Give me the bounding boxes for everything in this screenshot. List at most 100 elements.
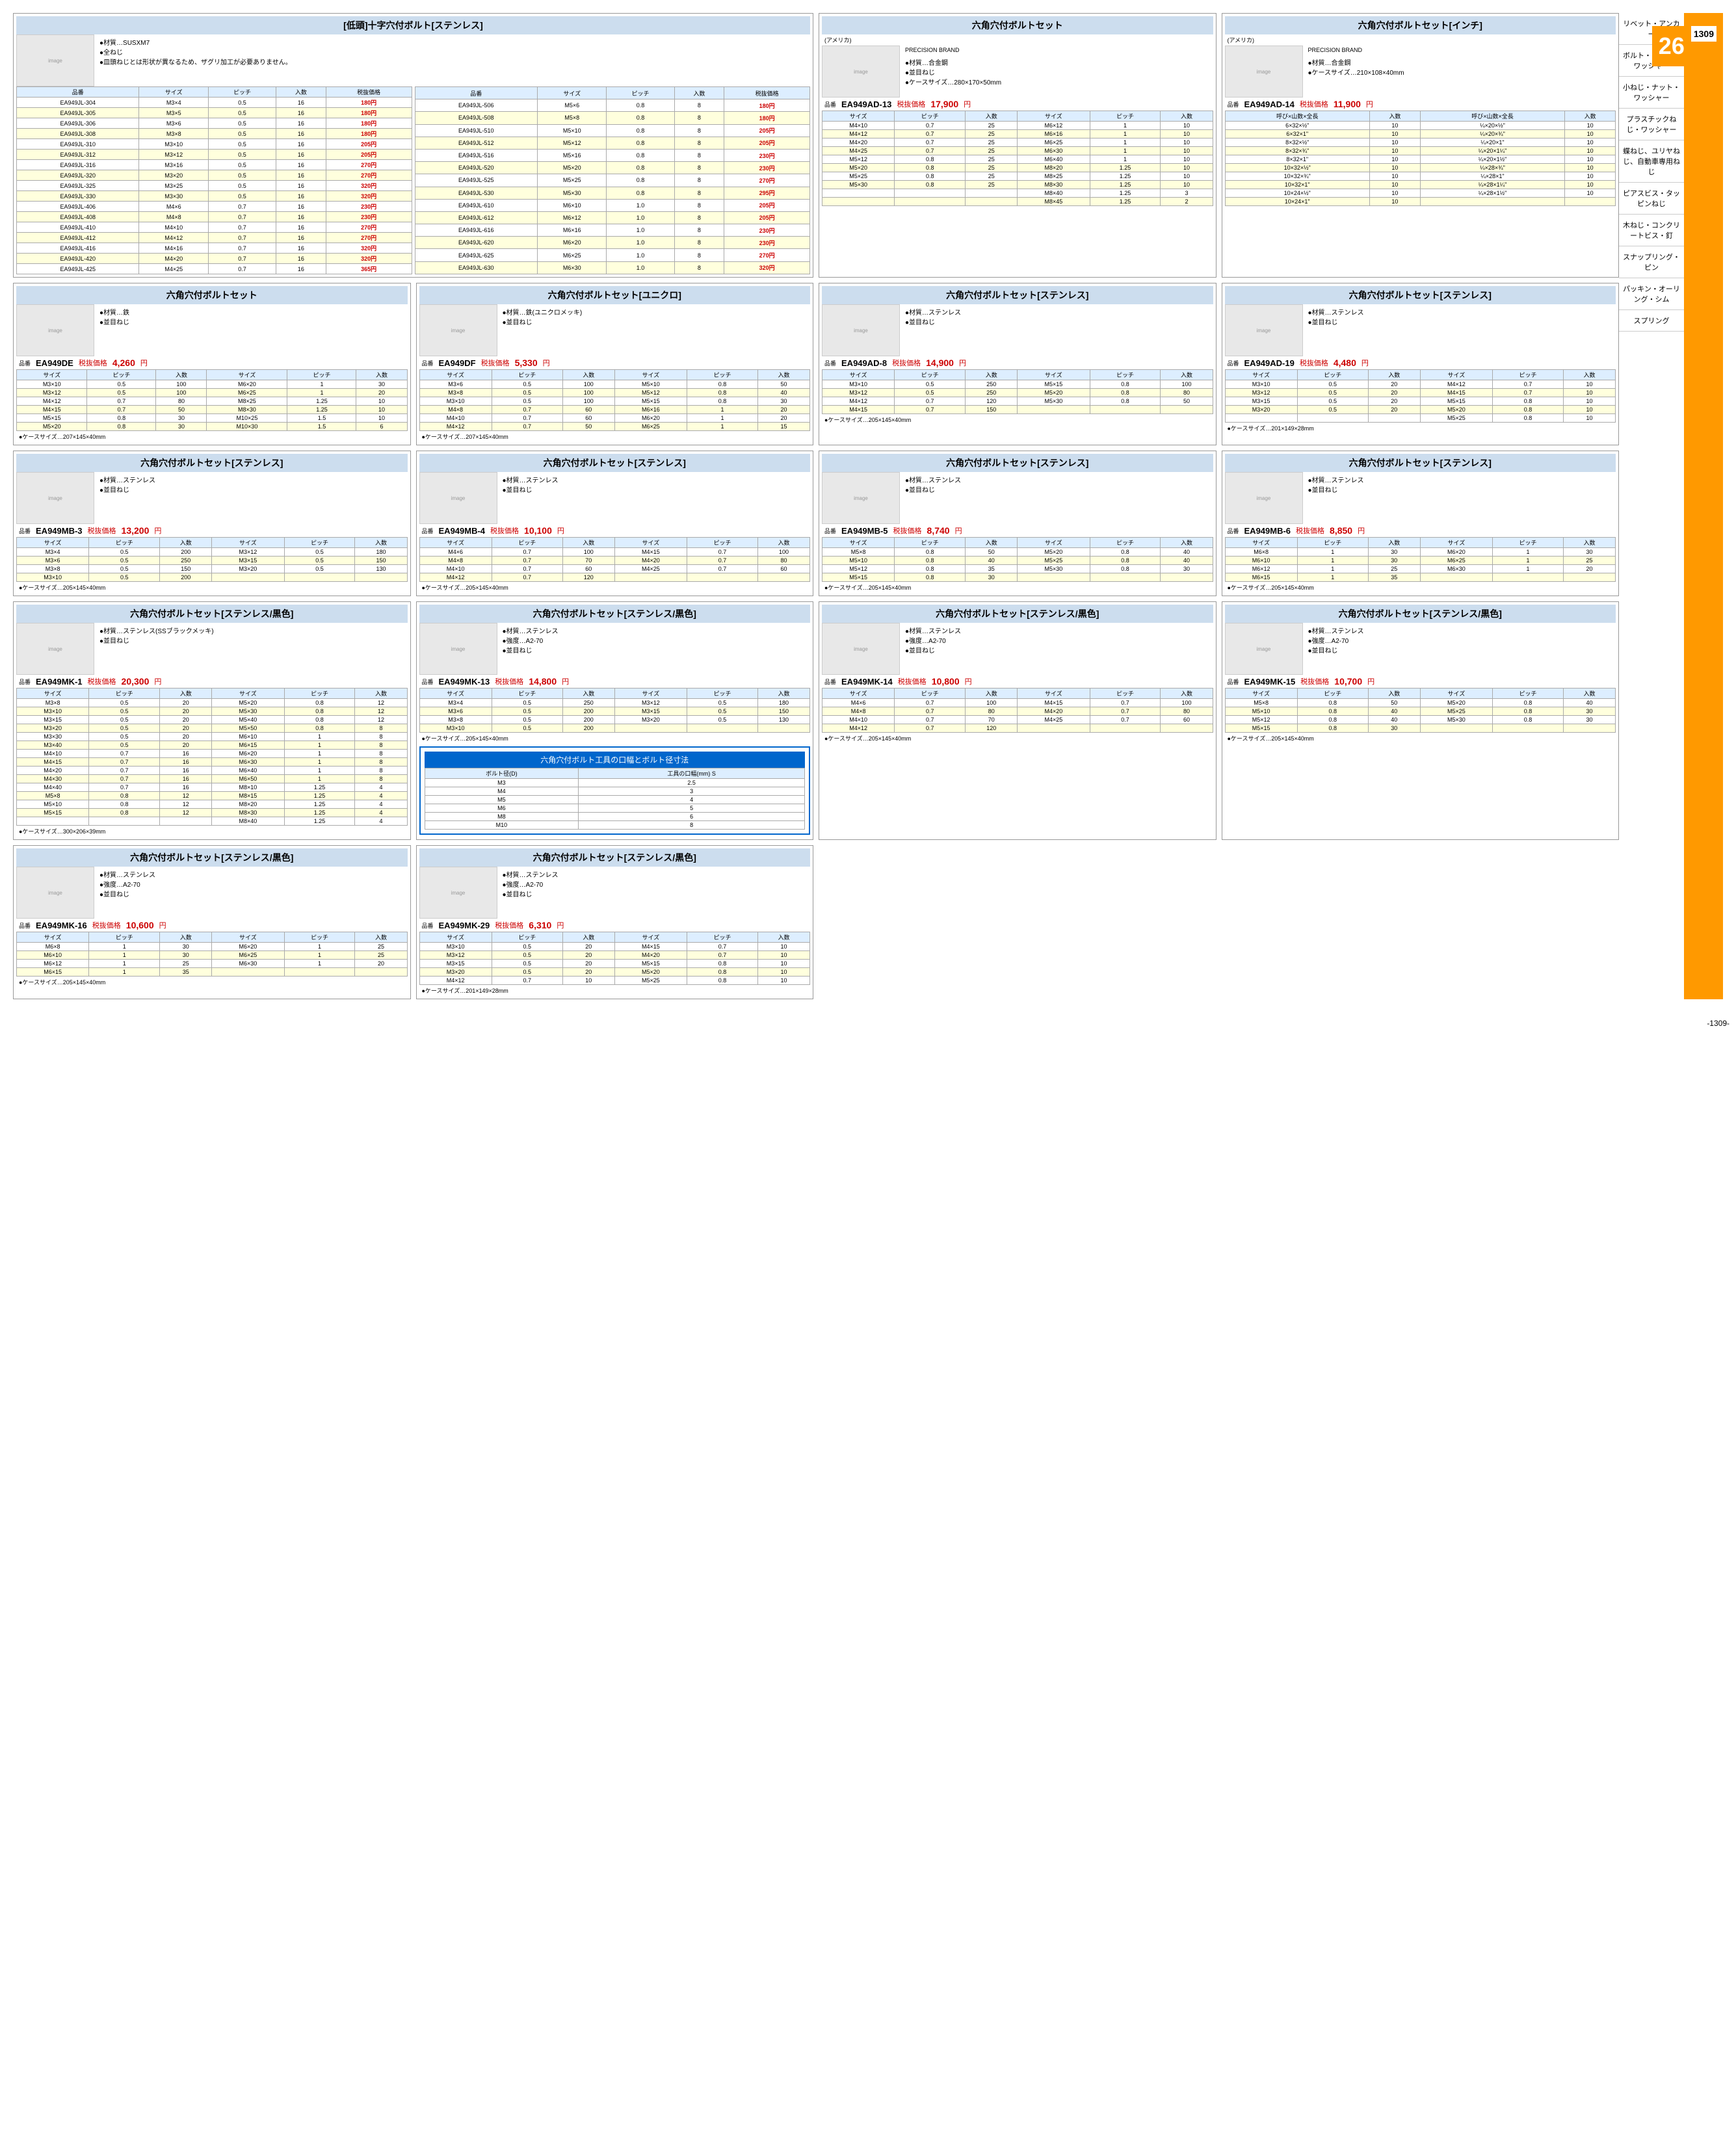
block-EA949MK-15: 六角穴付ボルトセット[ステンレス/黒色] image●材質…ステンレス●強度…A… (1222, 601, 1620, 840)
price-value: 6,310 (529, 920, 551, 930)
block-EA949MB-3: 六角穴付ボルトセット[ステンレス] image●材質…ステンレス●並目ねじ 品番… (13, 451, 411, 596)
price-value: 4,260 (112, 358, 135, 368)
block-title: 六角穴付ボルトセット[ステンレス] (822, 286, 1213, 304)
case-size: ●ケースサイズ…205×145×40mm (1225, 733, 1616, 744)
product-code: EA949MB-3 (36, 526, 83, 536)
price-label: 税抜価格 (495, 920, 523, 930)
block-EA949MK-16: 六角穴付ボルトセット[ステンレス/黒色] image●材質…ステンレス●強度…A… (13, 845, 411, 999)
specs: ●材質…SUSXM7●全ねじ●皿頭ねじとは形状が異なるため、ザグリ加工が必要あり… (97, 34, 295, 69)
product-image: image (822, 472, 900, 524)
price-value: 10,600 (126, 920, 154, 930)
code-label: 品番 (422, 527, 434, 535)
block-EA949MB-5: 六角穴付ボルトセット[ステンレス] image●材質…ステンレス●並目ねじ 品番… (819, 451, 1217, 596)
price-value: 5,330 (515, 358, 538, 368)
spec-table: サイズピッチ入数サイズピッチ入数M3×80.520M5×200.812M3×10… (16, 688, 408, 826)
specs: ●材質…ステンレス●並目ねじ (97, 472, 158, 497)
block-title: 六角穴付ボルトセット (16, 286, 408, 304)
product-code: EA949AD-14 (1244, 99, 1295, 109)
price-value: 4,480 (1334, 358, 1356, 368)
product-code: EA949DE (36, 358, 73, 368)
case-size: ●ケースサイズ…207×145×40mm (419, 431, 811, 442)
product-image: image (419, 472, 497, 524)
price-value: 8,850 (1330, 525, 1352, 536)
price-label: 税抜価格 (898, 676, 927, 687)
code-label: 品番 (19, 677, 31, 686)
price-value: 20,300 (122, 676, 150, 687)
price-label: 税抜価格 (1300, 99, 1328, 109)
price-label: 税抜価格 (490, 525, 519, 536)
price-value: 10,800 (932, 676, 960, 687)
price-value: 14,800 (529, 676, 557, 687)
product-image: image (16, 623, 94, 675)
product-image: image (822, 304, 900, 356)
block-EA949MK-1: 六角穴付ボルトセット[ステンレス/黒色] image●材質…ステンレス(SSブラ… (13, 601, 411, 840)
product-image: image (822, 46, 900, 98)
product-image: image (822, 623, 900, 675)
product-image: image (419, 304, 497, 356)
product-code: EA949AD-19 (1244, 358, 1295, 368)
spec-table: サイズピッチ入数サイズピッチ入数M3×40.5200M3×120.5180M3×… (16, 537, 408, 582)
chapter-title: ボルト、小ねじ、ナット、ワッシャー (1633, 26, 1652, 986)
case-size: ●ケースサイズ…205×145×40mm (419, 733, 811, 744)
block-title: 六角穴付ボルトセット[ステンレス/黒色] (419, 848, 811, 867)
case-size: ●ケースサイズ…205×145×40mm (419, 582, 811, 593)
product-code: EA949AD-8 (841, 358, 887, 368)
product-code: EA949MK-29 (439, 921, 490, 930)
product-image: image (16, 867, 94, 919)
block-title: [低頭]十字穴付ボルト[ステンレス] (16, 16, 810, 34)
code-label: 品番 (824, 677, 836, 686)
spec-table: サイズピッチ入数サイズピッチ入数M5×80.850M5×200.840M5×10… (1225, 688, 1616, 733)
code-label: 品番 (1228, 677, 1239, 686)
spec-table: サイズピッチ入数サイズピッチ入数M3×100.520M4×150.710M3×1… (419, 932, 811, 985)
product-code: EA949MB-5 (841, 526, 888, 536)
block-title: 六角穴付ボルトセット[ステンレス] (419, 454, 811, 472)
case-size: ●ケースサイズ…205×145×40mm (16, 977, 408, 988)
code-label: 品番 (19, 359, 31, 367)
tool-dimension-box: 六角穴付ボルト工具の口幅とボルト径寸法 ボルト径(D)工具の口幅(mm) S M… (419, 746, 811, 835)
block-EA949AD-14: 六角穴付ボルトセット[インチ] (アメリカ) imagePRECISION BR… (1222, 13, 1620, 278)
brand: PRECISION BRAND (902, 46, 1004, 55)
block-EA949MB-4: 六角穴付ボルトセット[ステンレス] image●材質…ステンレス●並目ねじ 品番… (416, 451, 814, 596)
product-code: EA949MK-16 (36, 921, 87, 930)
block-title: 六角穴付ボルトセット[ステンレス] (16, 454, 408, 472)
case-size: ●ケースサイズ…205×145×40mm (822, 733, 1213, 744)
tool-title: 六角穴付ボルト工具の口幅とボルト径寸法 (425, 752, 806, 768)
case-size: ●ケースサイズ…205×145×40mm (1225, 582, 1616, 593)
case-size: ●ケースサイズ…300×206×39mm (16, 826, 408, 837)
price-label: 税抜価格 (92, 920, 121, 930)
product-code: EA949MK-1 (36, 677, 83, 687)
block-EA949MB-6: 六角穴付ボルトセット[ステンレス] image●材質…ステンレス●並目ねじ 品番… (1222, 451, 1620, 596)
specs: ●材質…ステンレス●並目ねじ (1306, 304, 1367, 329)
product-image: image (419, 623, 497, 675)
specs: ●材質…ステンレス●並目ねじ (902, 304, 964, 329)
spec-table: サイズピッチ入数サイズピッチ入数M6×8130M6×20130M6×10130M… (1225, 537, 1616, 582)
block-title: 六角穴付ボルトセット[ステンレス/黒色] (1225, 605, 1616, 623)
spec-table: サイズピッチ入数サイズピッチ入数M4×60.7100M4×150.7100M4×… (822, 688, 1213, 733)
block-EA949AD-13: 六角穴付ボルトセット (アメリカ) imagePRECISION BRAND●材… (819, 13, 1217, 278)
block-EA949MK-29: 六角穴付ボルトセット[ステンレス/黒色] image●材質…ステンレス●強度…A… (416, 845, 814, 999)
spec-table: サイズピッチ入数サイズピッチ入数M3×100.5250M5×150.8100M3… (822, 369, 1213, 414)
block-EA949DF: 六角穴付ボルトセット[ユニクロ] image●材質…鉄(ユニクロメッキ)●並目ね… (416, 283, 814, 445)
spec-table: サイズピッチ入数サイズピッチ入数M3×100.520M4×120.710M3×1… (1225, 369, 1616, 423)
block-title: 六角穴付ボルトセット[ユニクロ] (419, 286, 811, 304)
price-value: 11,900 (1334, 99, 1361, 109)
product-image: image (1225, 46, 1303, 98)
code-label: 品番 (422, 921, 434, 930)
price-label: 税抜価格 (79, 358, 107, 368)
price-table: 品番サイズピッチ入数税抜価格EA949JL-304M3×40.516180円EA… (16, 86, 412, 274)
block-title: 六角穴付ボルトセット[ステンレス/黒色] (822, 605, 1213, 623)
price-value: 8,740 (927, 525, 950, 536)
block-title: 六角穴付ボルトセット[ステンレス/黒色] (419, 605, 811, 623)
page-number-top: 1309 (1691, 26, 1716, 42)
product-image: image (1225, 623, 1303, 675)
block-EA949AD-8: 六角穴付ボルトセット[ステンレス] image●材質…ステンレス●並目ねじ 品番… (819, 283, 1217, 445)
block-EA949AD-19: 六角穴付ボルトセット[ステンレス] image●材質…ステンレス●並目ねじ 品番… (1222, 283, 1620, 445)
spec-table: サイズピッチ入数サイズピッチ入数M3×40.5250M3×120.5180M3×… (419, 688, 811, 733)
chapter-number: 26 (1652, 26, 1691, 66)
case-size: ●ケースサイズ…201×149×28mm (419, 985, 811, 996)
product-code: EA949AD-13 (841, 99, 891, 109)
price-label: 税抜価格 (481, 358, 510, 368)
code-label: 品番 (19, 921, 31, 930)
price-label: 税抜価格 (88, 676, 116, 687)
product-code: EA949MK-14 (841, 677, 893, 687)
